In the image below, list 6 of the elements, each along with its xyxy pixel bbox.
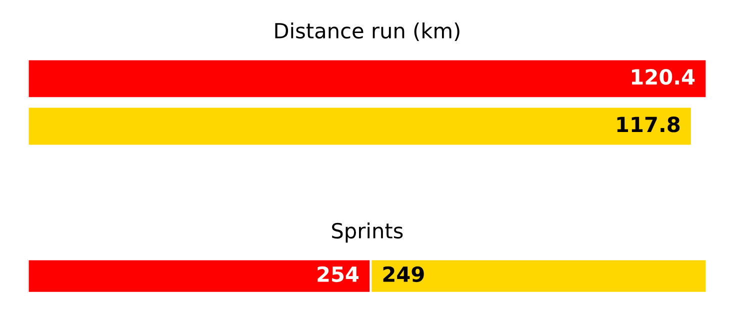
chart-title: Sprints <box>332 222 403 243</box>
data-label: 117.8 <box>617 116 680 132</box>
data-label: 120.4 <box>632 69 695 85</box>
chart-title: Distance run (km) <box>275 22 460 42</box>
data-label: 249 <box>383 266 424 282</box>
data-label: 254 <box>318 266 358 282</box>
